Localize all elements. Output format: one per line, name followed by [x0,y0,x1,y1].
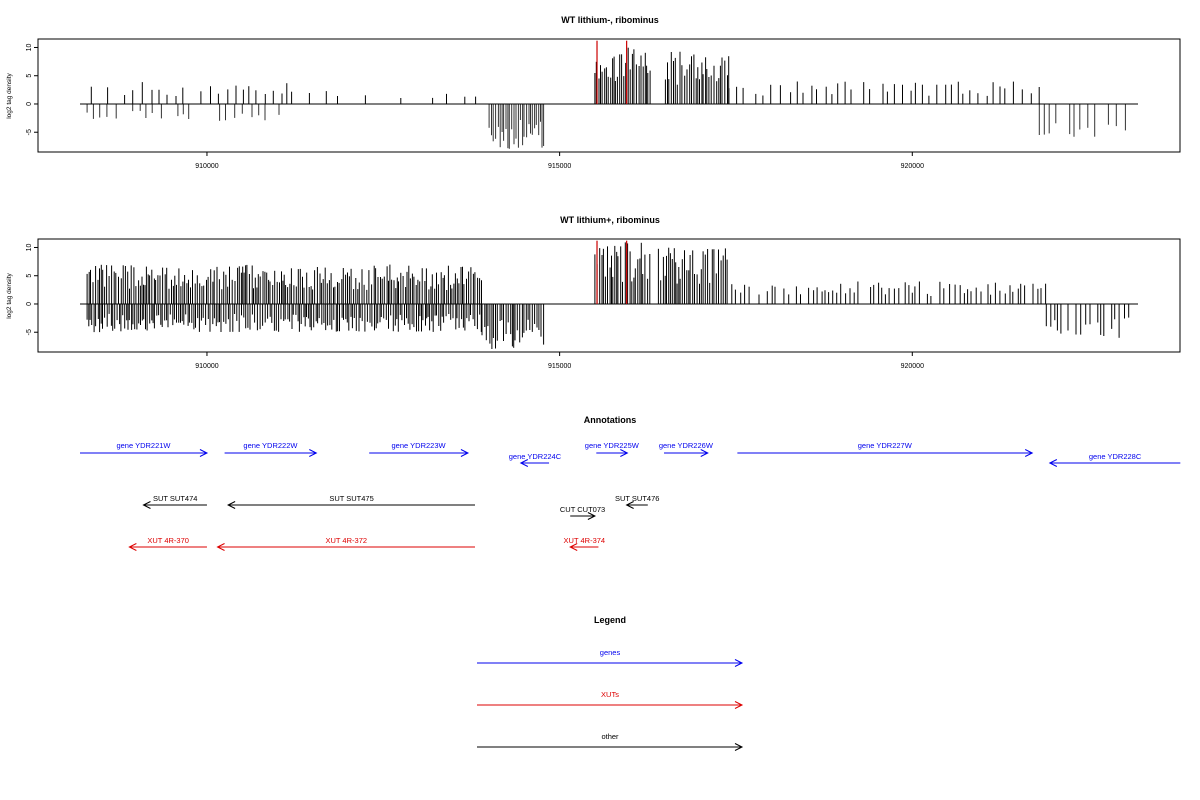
arrow-head [734,701,744,709]
annotation-label: CUT CUT073 [560,505,605,514]
annotation-label: SUT SUT475 [329,494,373,503]
arrow-head [625,501,634,509]
annotation-features: gene YDR221W gene YDR222W gene YDR223W gene… [80,441,1181,551]
y-tick-label: 5 [26,274,33,278]
annotation-label: XUT 4R-372 [325,536,367,545]
x-axis: 910000 915000 920000 [195,152,924,170]
coverage-bars [86,242,1130,349]
annotation-feature: gene YDR225W [585,441,640,457]
annotation-label: gene YDR228C [1089,452,1142,461]
arrow-head [1048,459,1058,467]
coverage-panel-lithium-minus: WT lithium-, ribominus log2 tag density … [6,15,1181,170]
annotations-title: Annotations [584,415,637,425]
y-tick-label: 5 [26,74,33,78]
y-tick-label: -5 [26,129,33,135]
y-axis-label: log2 tag density [6,272,13,318]
y-tick-label: -5 [26,329,33,335]
arrow-head [216,543,225,551]
legend-item: other [477,732,744,751]
arrow-head [1024,449,1034,457]
arrow-head [519,459,529,467]
annotation-feature: gene YDR226W [659,441,714,457]
red-markers [596,40,628,104]
y-tick-label: 0 [26,102,33,106]
x-tick-label: 915000 [548,163,571,170]
x-tick-label: 910000 [195,163,218,170]
annotation-feature: SUT SUT475 [227,494,475,509]
legend-label: genes [600,648,621,657]
annotation-label: gene YDR223W [392,441,447,450]
annotation-feature: SUT SUT476 [615,494,659,509]
annotation-label: gene YDR224C [509,452,562,461]
annotation-feature: gene YDR223W [369,441,470,457]
y-axis: -5 0 5 10 [26,43,39,135]
annotation-label: XUT 4R-370 [147,536,189,545]
plot-frame [37,38,1181,153]
annotation-feature: gene YDR227W [737,441,1034,457]
panel-title: WT lithium+, ribominus [560,215,660,225]
arrow-head [227,501,236,509]
annotation-feature: SUT SUT474 [142,494,207,509]
x-tick-label: 920000 [901,163,924,170]
annotation-feature: XUT 4R-372 [216,536,475,551]
arrow-head [620,449,629,457]
annotation-track: Annotations gene YDR221W gene YDR222W gene… [80,415,1181,551]
arrow-head [199,449,209,457]
annotation-feature: gene YDR222W [224,441,318,457]
arrow-head [309,449,318,457]
panel-title: WT lithium-, ribominus [561,15,659,25]
annotation-label: gene YDR221W [116,441,171,450]
y-tick-label: 0 [26,302,33,306]
annotation-feature: XUT 4R-374 [564,536,606,551]
arrow-head [128,543,137,551]
legend-item: genes [477,648,744,667]
coverage-panel-lithium-plus: WT lithium+, ribominus log2 tag density … [6,215,1181,370]
arrow-head [569,543,578,551]
annotation-feature: XUT 4R-370 [128,536,207,551]
annotation-label: SUT SUT474 [153,494,197,503]
annotation-label: gene YDR222W [243,441,298,450]
x-tick-label: 920000 [901,363,924,370]
plot-frame [37,238,1181,353]
annotation-label: gene YDR225W [585,441,640,450]
arrow-head [587,512,597,520]
annotation-feature: gene YDR224C [509,452,562,467]
legend-label: other [601,732,619,741]
arrow-head [460,449,470,457]
arrow-head [700,449,709,457]
x-tick-label: 910000 [195,363,218,370]
annotation-feature: gene YDR228C [1048,452,1181,467]
x-tick-label: 915000 [548,363,571,370]
arrow-head [734,659,744,667]
coverage-bars [86,47,1126,149]
legend: Legend genes XUTs other [477,615,744,751]
red-markers [596,240,628,304]
legend-item: XUTs [477,690,744,709]
arrow-head [142,501,151,509]
y-axis-label: log2 tag density [6,72,13,118]
y-axis: -5 0 5 10 [26,243,39,335]
arrow-head [734,743,744,751]
annotation-feature: CUT CUT073 [560,505,605,520]
annotation-label: SUT SUT476 [615,494,659,503]
legend-items: genes XUTs other [477,648,744,751]
y-tick-label: 10 [26,243,33,251]
x-axis: 910000 915000 920000 [195,352,924,370]
annotation-label: gene YDR227W [858,441,913,450]
annotation-feature: gene YDR221W [80,441,209,457]
legend-title: Legend [594,615,626,625]
annotation-label: XUT 4R-374 [564,536,606,545]
annotation-label: gene YDR226W [659,441,714,450]
legend-label: XUTs [601,690,619,699]
y-tick-label: 10 [26,43,33,51]
